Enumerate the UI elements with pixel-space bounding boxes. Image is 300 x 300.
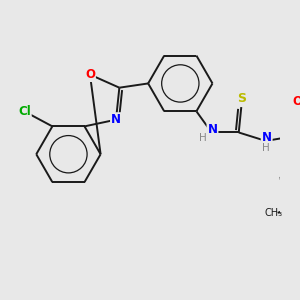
Text: S: S: [237, 92, 246, 105]
Text: Cl: Cl: [18, 106, 31, 118]
Text: H: H: [262, 143, 270, 153]
Text: H: H: [199, 133, 207, 142]
Text: CH₃: CH₃: [264, 208, 283, 218]
Text: N: N: [208, 123, 218, 136]
Text: N: N: [111, 113, 121, 126]
Text: O: O: [292, 95, 300, 109]
Text: O: O: [85, 68, 95, 81]
Text: N: N: [262, 131, 272, 144]
